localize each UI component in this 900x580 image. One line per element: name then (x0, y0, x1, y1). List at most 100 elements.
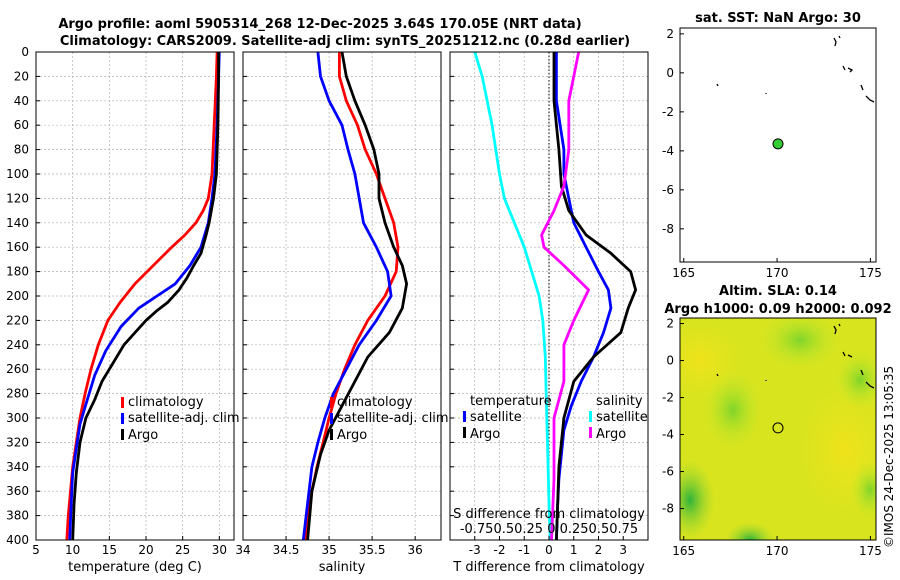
legend-swatch-argo (121, 429, 124, 440)
series-line-argo (71, 52, 221, 541)
depth-tick-label: 220 (6, 313, 29, 327)
legend-swatch-t-satellite (463, 411, 466, 422)
map-y-tick-label: 2 (666, 317, 674, 331)
legend-swatch-s-argo (589, 427, 592, 438)
difference-top-label: S difference from climatology (453, 507, 645, 522)
sla-map-ticks: 165 170 175 -8 -6 -4 -2 0 2 (662, 317, 882, 558)
difference-grid (450, 51, 648, 541)
sst-map-islands (716, 35, 875, 103)
legend-swatch-s-satellite (589, 411, 592, 422)
x-tick-label: 35.5 (359, 543, 386, 557)
depth-tick-label: 240 (6, 338, 29, 352)
depth-tick-label: 180 (6, 265, 29, 279)
legend-label-argo: Argo (337, 428, 367, 443)
legend-swatch-satellite (121, 413, 124, 424)
map-x-tick-label: 170 (766, 266, 789, 280)
temperature-xlabel: temperature (deg C) (68, 560, 202, 575)
legend-label-s-satellite: satellite (596, 410, 648, 425)
legend-swatch-climatology (121, 397, 124, 408)
map-x-tick-label: 175 (859, 266, 882, 280)
sla-map: Altim. SLA: 0.14 Argo h1000: 0.09 h2000:… (662, 284, 892, 558)
depth-tick-label: 260 (6, 362, 29, 376)
legend-label-satellite: satellite-adj. clim (128, 411, 240, 426)
map-x-tick-label: 165 (672, 544, 695, 558)
depth-tick-label: 160 (6, 240, 29, 254)
sst-map: sat. SST: NaN Argo: 30 165 170 175 -8 -6 -4 -2… (662, 11, 882, 280)
temperature-legend: climatology satellite-adj. clim Argo (121, 395, 240, 443)
x-tick-label: 35 (321, 543, 336, 557)
depth-tick-label: 200 (6, 289, 29, 303)
argo-location-marker (772, 138, 784, 150)
map-y-tick-label: -8 (662, 222, 674, 236)
x-tick-label: 34.5 (273, 543, 300, 557)
x-tick-label: 15 (102, 543, 117, 557)
x-tick-label: -3 (469, 543, 481, 557)
title-line-2: Climatology: CARS2009. Satellite-adj cli… (60, 34, 630, 49)
sst-map-title: sat. SST: NaN Argo: 30 (695, 11, 861, 26)
depth-tick-label: 140 (6, 216, 29, 230)
sst-map-ticks: 165 170 175 -8 -6 -4 -2 0 2 (662, 27, 882, 280)
x-tick-label: 5 (32, 543, 40, 557)
difference-lines (473, 51, 637, 541)
difference-legend: temperature salinity satellite Argo sate… (463, 394, 648, 442)
depth-tick-label: 60 (14, 118, 29, 132)
depth-tick-label: 340 (6, 460, 29, 474)
map-y-tick-label: 0 (666, 66, 674, 80)
timestamp: ©IMOS 24-Dec-2025 13:05:35 (882, 366, 896, 548)
series-line-t-argo (552, 52, 637, 541)
map-y-tick-label: -4 (662, 428, 674, 442)
argo-location-marker (772, 422, 784, 434)
salinity-lines (301, 51, 409, 541)
map-x-tick-label: 170 (766, 544, 789, 558)
depth-tick-label: 280 (6, 387, 29, 401)
x-tick-label: 20 (138, 543, 153, 557)
sla-map-title-2: Argo h1000: 0.09 h2000: 0.092 (664, 302, 891, 317)
series-line-argo (306, 51, 409, 541)
legend-swatch-argo (330, 429, 333, 440)
legend-label-satellite: satellite-adj. clim (337, 411, 449, 426)
x-tick-label: -1 (518, 543, 530, 557)
series-line-satellite-adj-clim (68, 51, 221, 541)
x-tick-label: 1 (570, 543, 578, 557)
depth-tick-label: 120 (6, 191, 29, 205)
difference-top-ticks: -0.750.50.25 0 0.250.50.75 (460, 522, 638, 537)
sst-map-points (772, 138, 784, 150)
series-line-s-argo (540, 51, 590, 541)
legend-label-argo: Argo (128, 428, 158, 443)
depth-tick-label: 360 (6, 484, 29, 498)
x-tick-label: 10 (65, 543, 80, 557)
salinity-x-ticks: 34 34.5 35 35.5 36 (235, 536, 423, 557)
legend-label-climatology: climatology (337, 395, 413, 410)
depth-tick-label: 80 (14, 143, 29, 157)
legend-swatch-satellite (330, 413, 333, 424)
map-x-tick-label: 165 (672, 266, 695, 280)
map-y-tick-label: -6 (662, 183, 674, 197)
legend-swatch-t-argo (463, 427, 466, 438)
depth-tick-label: 100 (6, 167, 29, 181)
sla-map-islands (716, 323, 875, 389)
series-line-s-satellite (473, 51, 552, 541)
map-y-tick-label: -8 (662, 502, 674, 516)
sla-map-field (680, 318, 876, 540)
map-y-tick-label: -4 (662, 144, 674, 158)
legend-swatch-climatology (330, 397, 333, 408)
sla-map-title-1: Altim. SLA: 0.14 (719, 284, 837, 299)
depth-axis-labels: 0 20 40 60 80 100 120 140 160 180 200 220 240 260 280 3… (6, 45, 29, 547)
x-tick-label: 36 (408, 543, 423, 557)
map-y-tick-label: 2 (666, 27, 674, 41)
map-y-tick-label: 0 (666, 354, 674, 368)
salinity-panel: 34 34.5 35 35.5 36 salinity climatology sate… (235, 51, 449, 575)
depth-tick-label: 40 (14, 94, 29, 108)
legend-title-temperature: temperature (470, 394, 552, 409)
sla-map-points (772, 422, 784, 434)
legend-title-salinity: salinity (596, 394, 643, 409)
temperature-lines (65, 51, 221, 541)
map-y-tick-label: -2 (662, 391, 674, 405)
difference-x-ticks: -3 -2 -1 0 1 2 3 (469, 536, 627, 557)
x-tick-label: 0 (545, 543, 553, 557)
x-tick-label: 3 (619, 543, 627, 557)
legend-label-climatology: climatology (128, 395, 204, 410)
x-tick-label: 2 (595, 543, 603, 557)
map-y-tick-label: -6 (662, 465, 674, 479)
